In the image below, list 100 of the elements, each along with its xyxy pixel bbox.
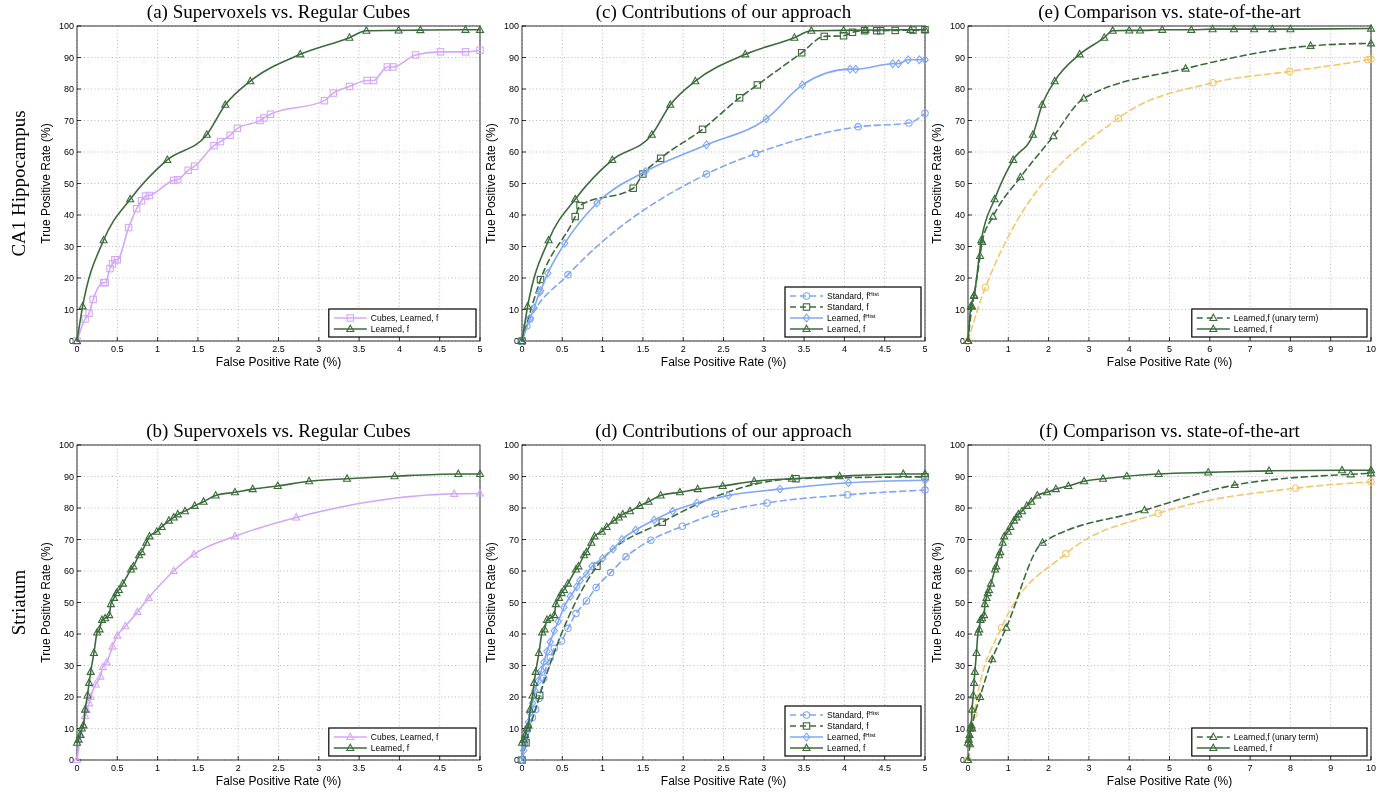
point (571, 194, 580, 203)
point (173, 509, 182, 518)
point (741, 49, 750, 58)
point (751, 149, 760, 158)
point (157, 522, 166, 531)
point (95, 624, 104, 633)
point (106, 599, 115, 608)
x-tick-label: 2.5 (717, 344, 730, 354)
point (113, 631, 122, 639)
y-tick-label: 50 (508, 178, 519, 189)
point (145, 191, 154, 200)
point (920, 469, 930, 478)
point (981, 283, 990, 292)
y-tick-label: 70 (63, 115, 74, 126)
legend-label: Learned, f$^{Hist}$ (827, 732, 876, 742)
y-tick-label: 10 (508, 304, 519, 315)
point (629, 184, 637, 192)
point (718, 481, 727, 490)
point (921, 55, 929, 65)
point (593, 562, 601, 571)
point (820, 32, 828, 41)
point (233, 124, 242, 133)
point (1006, 522, 1015, 531)
x-tick-label: 1 (600, 344, 606, 354)
point (969, 691, 978, 699)
legend-label: Learned,f (unary term) (1233, 732, 1319, 742)
point (598, 554, 607, 563)
point (141, 192, 150, 200)
point (1009, 155, 1018, 163)
point (564, 624, 572, 633)
point (763, 499, 771, 507)
chart-title: (e) Comparison vs. state-of-the-art (1038, 1, 1302, 23)
x-tick-label: 8 (1287, 763, 1293, 773)
point (776, 484, 784, 494)
text: CA1 Hippocampus (8, 110, 29, 257)
point (320, 96, 329, 105)
legend-label: Learned,f (unary term) (1233, 313, 1319, 323)
y-tick-label: 80 (954, 503, 965, 513)
point (169, 176, 178, 185)
point (921, 486, 929, 494)
x-tick-label: 3 (316, 763, 322, 773)
y-tick-label: 40 (508, 210, 519, 220)
point (169, 566, 178, 575)
point (587, 538, 596, 546)
point (1187, 25, 1196, 33)
point (1154, 469, 1163, 478)
point (576, 576, 584, 585)
x-tick-label: 4 (396, 763, 402, 773)
point (1108, 26, 1117, 34)
y-tick-label: 100 (58, 21, 74, 31)
y-tick-label: 70 (508, 534, 519, 545)
point (564, 271, 572, 279)
y-tick-label: 50 (508, 597, 519, 608)
point (454, 469, 463, 478)
point (980, 610, 989, 619)
point (531, 686, 539, 696)
point (221, 100, 230, 108)
point (99, 235, 108, 244)
point (572, 609, 580, 618)
y-tick-label: 90 (63, 471, 74, 482)
point (174, 175, 182, 184)
point (582, 547, 591, 556)
point (416, 25, 425, 34)
x-tick-label: 3.5 (797, 763, 811, 773)
y-tick-label: 10 (954, 723, 965, 734)
chart-title: (b) Supervoxels vs. Regular Cubes (146, 420, 411, 442)
point (142, 538, 151, 546)
x-tick-label: 4 (841, 763, 847, 773)
y-tick-label: 20 (508, 692, 519, 702)
point (542, 615, 552, 623)
point (909, 26, 917, 34)
text: Striatum (8, 569, 29, 636)
point (97, 615, 107, 623)
point (536, 275, 545, 284)
x-tick-label: 2 (680, 763, 686, 773)
point (675, 487, 685, 496)
point (790, 33, 799, 41)
point (550, 644, 558, 652)
point (1285, 67, 1294, 76)
point (899, 469, 908, 478)
x-tick-label: 5 (477, 763, 483, 773)
point (792, 474, 800, 483)
point (997, 623, 1006, 632)
point (96, 672, 105, 680)
point (967, 705, 977, 713)
point (256, 116, 264, 125)
y-tick-label: 0 (68, 336, 74, 346)
point (1209, 78, 1217, 87)
point (1012, 513, 1021, 521)
point (113, 255, 122, 264)
point (635, 501, 644, 509)
point (531, 667, 540, 675)
point (647, 536, 655, 544)
y-tick-label: 20 (954, 692, 965, 702)
point (980, 599, 989, 608)
point (230, 487, 240, 496)
legend-label: Cubes, Learned, f (370, 732, 440, 742)
point (145, 531, 154, 540)
y-tick-label: 60 (63, 566, 74, 576)
point (560, 602, 568, 612)
